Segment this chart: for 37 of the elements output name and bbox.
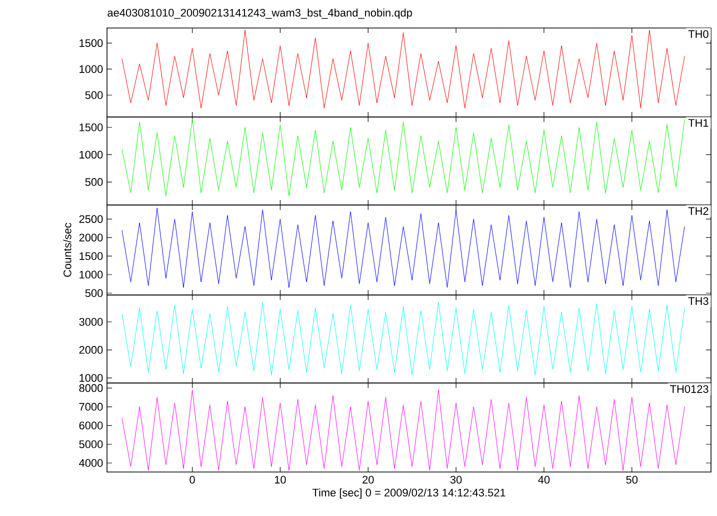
x-tick-label: 0: [190, 476, 195, 484]
y-tick-label: 500: [85, 91, 103, 100]
x-tick-label: 30: [450, 476, 462, 484]
y-tick-label: 1500: [80, 39, 103, 47]
series-label: TH0123: [670, 385, 708, 393]
series-label: TH1: [688, 119, 708, 127]
series-label: TH0: [688, 30, 708, 38]
y-tick-label: 2000: [79, 346, 103, 354]
x-tick-label: 10: [274, 476, 286, 484]
x-tick-label: 20: [362, 476, 374, 484]
y-tick-label: 1500: [80, 124, 103, 132]
line-series: [122, 30, 685, 108]
line-series: [122, 302, 685, 376]
y-tick-label: 2500: [79, 215, 103, 223]
y-tick-label: 1000: [80, 270, 103, 278]
y-tick-label: 500: [85, 289, 103, 298]
y-tick-label: 1000: [80, 150, 103, 159]
y-tick-label: 1500: [80, 252, 103, 260]
y-tick-label: 4000: [79, 459, 103, 467]
series-label: TH3: [688, 297, 708, 305]
series-label: TH2: [688, 207, 708, 215]
y-tick-label: 3000: [79, 318, 103, 326]
chart-title: ae403081010_20090213141243_wam3_bst_4band_nobin.qdp: [108, 8, 412, 19]
y-tick-label: 1000: [80, 65, 103, 73]
y-tick-label: 500: [85, 178, 103, 186]
y-tick-label: 2000: [79, 234, 103, 242]
y-tick-label: 1000: [80, 374, 103, 382]
y-tick-label: 8000: [79, 384, 103, 392]
x-tick-label: 50: [626, 476, 638, 484]
y-tick-label: 5000: [79, 440, 103, 448]
line-series: [122, 208, 685, 288]
x-axis-title: Time [sec] 0 = 2009/02/13 14:12:43.521: [312, 488, 506, 499]
x-tick-label: 40: [538, 476, 550, 484]
line-series: [122, 118, 685, 196]
y-axis-title: Counts/sec: [63, 222, 72, 277]
y-tick-label: 7000: [79, 402, 103, 411]
y-tick-label: 6000: [79, 422, 103, 430]
